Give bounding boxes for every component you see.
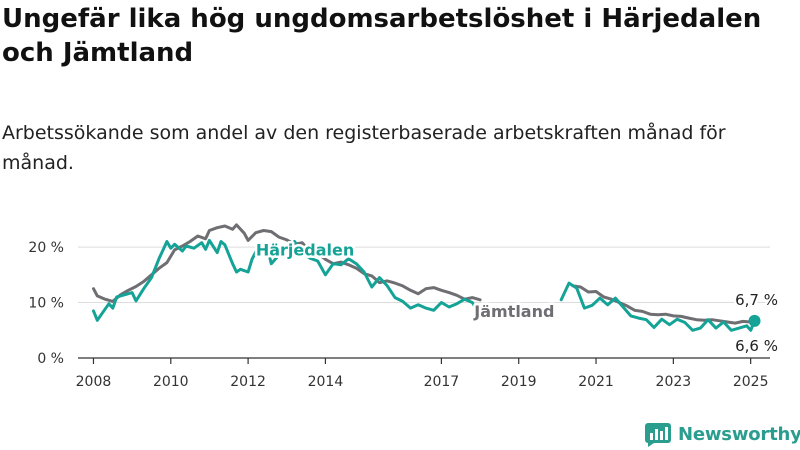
x-tick-label: 2025 bbox=[733, 374, 769, 390]
end-label-harjedalen: 6,7 % bbox=[735, 291, 778, 309]
x-tick-label: 2019 bbox=[501, 374, 537, 390]
x-tick-label: 2008 bbox=[76, 374, 112, 390]
newsworthy-logo-icon bbox=[645, 423, 671, 447]
series-line-harjedalen bbox=[559, 281, 756, 332]
x-tick-label: 2017 bbox=[424, 374, 460, 390]
end-label-jamtland: 6,6 % bbox=[735, 337, 778, 355]
series-line-harjedalen bbox=[92, 238, 482, 322]
newsworthy-logo: Newsworthy bbox=[644, 420, 800, 448]
series-line-jamtland bbox=[571, 284, 756, 325]
chart-series bbox=[92, 223, 761, 332]
series-label-jamtland: Jämtland bbox=[473, 302, 554, 321]
brand-name: Newsworthy bbox=[678, 423, 800, 445]
y-tick-label: 20 % bbox=[28, 240, 64, 256]
chart-axes: 0 % 10 % 20 % 2008 2010 2012 2014 2017 2019 2021 2… bbox=[28, 240, 770, 390]
x-tick-label: 2014 bbox=[308, 374, 344, 390]
end-label-jamtland-halo: 6,6 % bbox=[735, 337, 778, 355]
x-tick-label: 2012 bbox=[230, 374, 266, 390]
x-tick-label: 2021 bbox=[578, 374, 614, 390]
series-label-jamtland-halo: Jämtland bbox=[473, 302, 554, 321]
series-line-jamtland bbox=[92, 223, 482, 303]
x-tick-label: 2023 bbox=[656, 374, 692, 390]
chart-labels: HärjedalenHärjedalenJämtlandJämtland6,7 … bbox=[253, 238, 780, 357]
series-label-harjedalen-halo: Härjedalen bbox=[256, 240, 354, 259]
grid-lines bbox=[78, 246, 770, 304]
y-tick-label: 10 % bbox=[28, 296, 64, 312]
end-label-harjedalen-halo: 6,7 % bbox=[735, 291, 778, 309]
chart-title: Ungefär lika hög ungdomsarbetslöshet i H… bbox=[2, 4, 762, 68]
series-end-dot-harjedalen bbox=[748, 314, 761, 327]
series-label-harjedalen: Härjedalen bbox=[256, 240, 354, 259]
x-tick-label: 2010 bbox=[153, 374, 189, 390]
y-tick-label: 0 % bbox=[37, 351, 64, 367]
chart-subtitle: Arbetssökande som andel av den registerb… bbox=[2, 122, 726, 174]
